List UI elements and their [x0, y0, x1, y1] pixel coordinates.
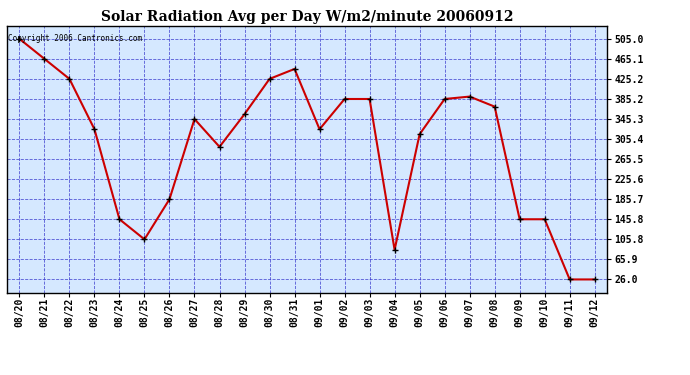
- Title: Solar Radiation Avg per Day W/m2/minute 20060912: Solar Radiation Avg per Day W/m2/minute …: [101, 10, 513, 24]
- Text: Copyright 2006 Cantronics.com: Copyright 2006 Cantronics.com: [8, 34, 142, 43]
